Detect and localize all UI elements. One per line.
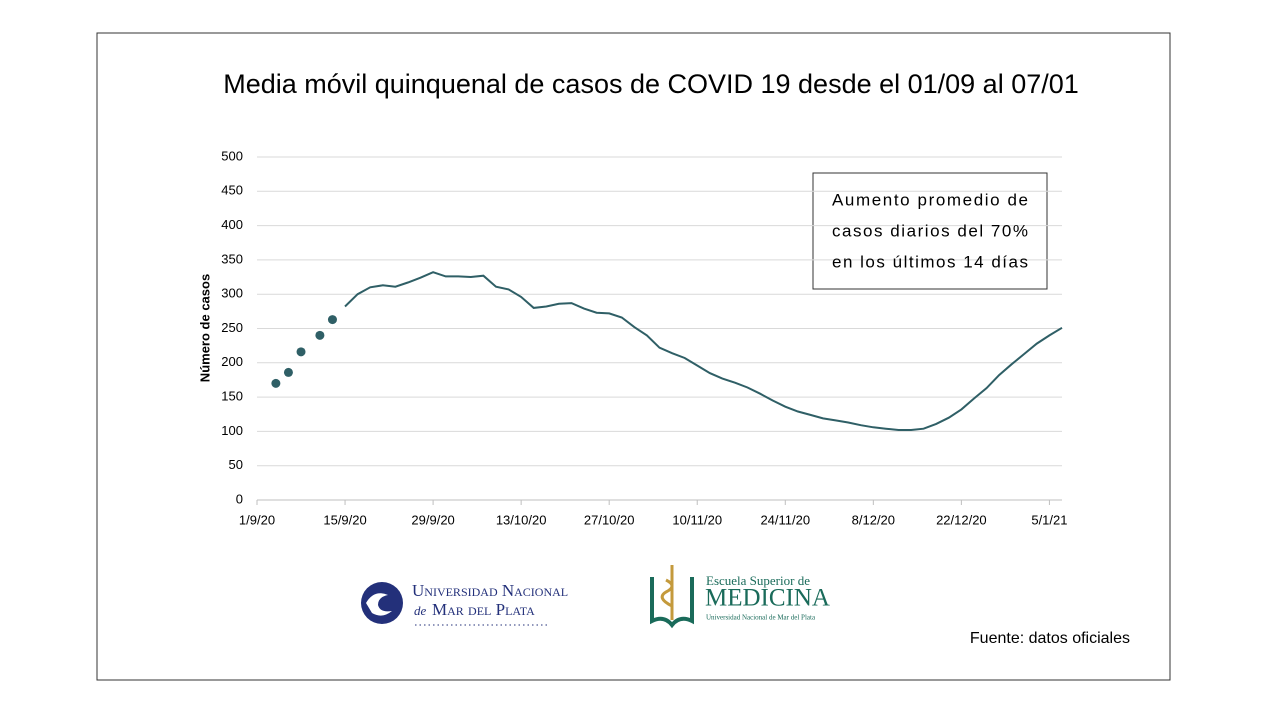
data-point xyxy=(327,315,337,325)
annotation: en los últimos 14 días xyxy=(832,252,1028,271)
logo-circle xyxy=(361,582,403,624)
annotation: Aumento promedio de xyxy=(832,190,1028,209)
x-tick-label: 1/9/20 xyxy=(239,512,275,527)
y-tick-label: 300 xyxy=(221,286,243,301)
x-tick-label: 10/11/20 xyxy=(672,512,722,527)
y-tick-label: 100 xyxy=(221,423,243,438)
y-tick-label: 200 xyxy=(221,354,243,369)
x-tick-label: 13/10/20 xyxy=(496,512,547,527)
logo-text: MEDICINA xyxy=(705,585,830,612)
data-point xyxy=(283,367,293,377)
logo-book xyxy=(650,577,694,629)
data-point xyxy=(315,330,325,340)
y-tick-label: 400 xyxy=(221,217,243,232)
annotation: casos diarios del 70% xyxy=(832,221,1028,240)
logo-text: Universidad Nacional xyxy=(412,581,568,600)
logo-wave xyxy=(366,593,392,616)
logo-text: Universidad Nacional de Mar del Plata xyxy=(706,614,816,622)
unmdp-logo: Universidad Nacional de Mar del Plata xyxy=(361,581,568,626)
x-tick-label: 15/9/20 xyxy=(323,512,366,527)
x-tick-label: 22/12/20 xyxy=(936,512,987,527)
y-tick-label: 500 xyxy=(221,148,243,163)
x-tick-label: 8/12/20 xyxy=(852,512,895,527)
chart-title: Media móvil quinquenal de casos de COVID… xyxy=(223,69,1079,99)
logo-staff xyxy=(660,565,674,620)
y-tick-label: 350 xyxy=(221,251,243,266)
y-tick-label: 0 xyxy=(236,491,243,506)
y-tick-label: 50 xyxy=(229,457,243,472)
x-tick-label: 27/10/20 xyxy=(584,512,635,527)
logo-text: Escuela Superior de xyxy=(706,573,810,588)
data-point xyxy=(296,347,306,357)
x-tick-label: 5/1/21 xyxy=(1031,512,1067,527)
data-line xyxy=(344,271,1063,431)
y-tick-label: 250 xyxy=(221,320,243,335)
logo-text: de xyxy=(414,603,427,618)
logo-text: Mar del Plata xyxy=(432,600,535,619)
x-tick-label: 24/11/20 xyxy=(760,512,810,527)
frame xyxy=(96,32,1171,681)
annotation-box xyxy=(812,172,1048,290)
y-tick-label: 450 xyxy=(221,183,243,198)
data-point xyxy=(271,378,281,388)
y-tick-label: 150 xyxy=(221,389,243,404)
y-axis-label: Número de casos xyxy=(197,274,212,382)
source: Fuente: datos oficiales xyxy=(970,630,1130,647)
medicina-logo: Escuela Superior de MEDICINA Universidad… xyxy=(650,565,830,629)
x-tick-label: 29/9/20 xyxy=(411,512,454,527)
